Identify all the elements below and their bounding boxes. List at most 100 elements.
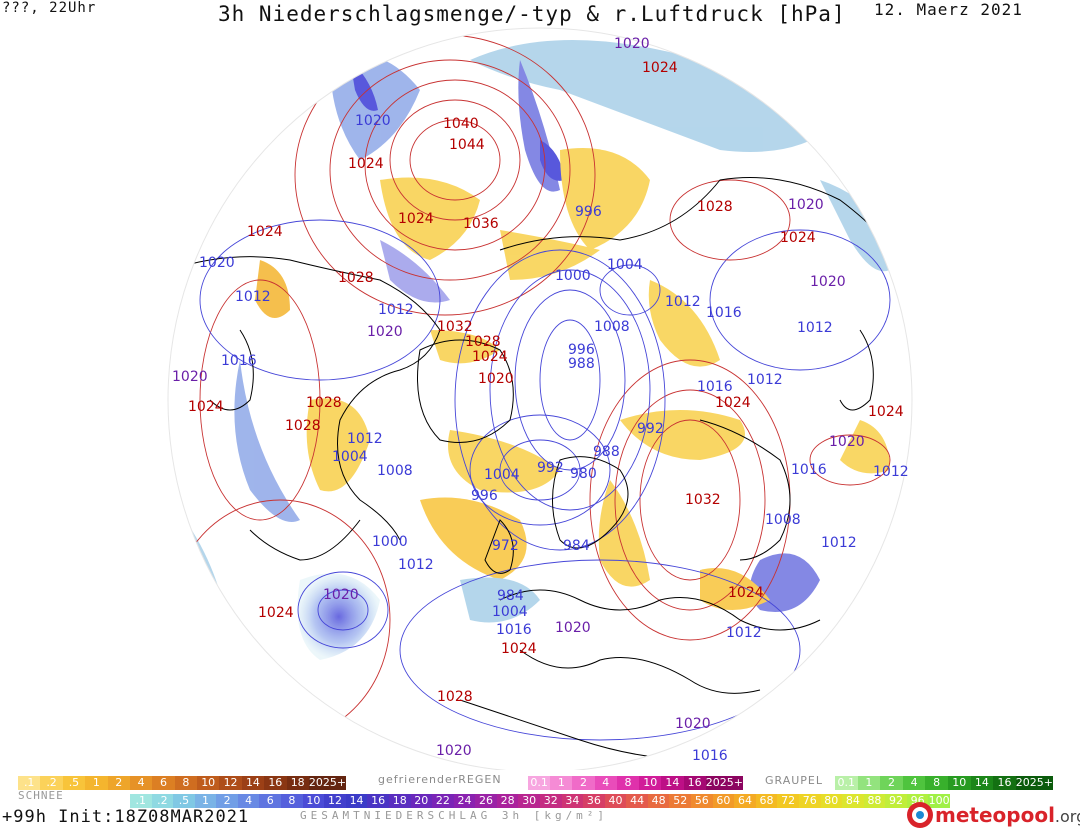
pressure-label: 1032 — [437, 319, 473, 335]
legend-swatch: 4 — [594, 776, 617, 790]
run-info: +99h Init:18Z08MAR2021 — [2, 807, 250, 827]
forecast-map: 1020 1024 1020 1040 1044 1024 1024 1036 … — [167, 27, 913, 770]
pressure-label: 1024 — [868, 404, 904, 420]
legend-swatch: 0.1 — [528, 776, 551, 790]
legend-swatch: 2025+ — [308, 776, 347, 790]
pressure-label: 988 — [568, 356, 595, 372]
pressure-label: 1012 — [378, 302, 414, 318]
pressure-label: 1008 — [377, 463, 413, 479]
pressure-label: 1020 — [810, 274, 846, 290]
legend-swatch: .1 — [18, 776, 41, 790]
snow-legend-title: SCHNEE — [18, 789, 64, 802]
legend-swatch: 16 — [683, 776, 706, 790]
pressure-label: 1020 — [675, 716, 711, 732]
pressure-label: 1020 — [367, 324, 403, 340]
pressure-label: 1024 — [501, 641, 537, 657]
pressure-label: 1020 — [172, 369, 208, 385]
pressure-label: 1000 — [372, 534, 408, 550]
pressure-label: 1016 — [697, 379, 733, 395]
legend-swatch: 0.1 — [835, 776, 858, 790]
pressure-label: 1020 — [199, 255, 235, 271]
legend-swatch: 4 — [129, 776, 153, 790]
pressure-label: 1012 — [726, 625, 762, 641]
legend-swatch: 12 — [324, 794, 346, 808]
pressure-label: 988 — [593, 444, 620, 460]
legend-swatch: 60 — [712, 794, 735, 808]
pressure-label: 1020 — [323, 587, 359, 603]
legend-swatch: 14 — [345, 794, 368, 808]
pressure-label: 1016 — [221, 353, 257, 369]
pressure-label: 980 — [570, 466, 597, 482]
pressure-label: 1016 — [791, 462, 827, 478]
pressure-label: 1020 — [614, 36, 650, 52]
legend-swatch: 14 — [970, 776, 994, 790]
legend-swatch: 10 — [302, 794, 325, 808]
legend-swatch: 2025+ — [1015, 776, 1053, 790]
legend-swatch: 84 — [842, 794, 864, 808]
pressure-label: 1028 — [437, 689, 473, 705]
legend-swatch: .5 — [173, 794, 195, 808]
pressure-label: 1036 — [463, 216, 499, 232]
legend-swatch: .2 — [40, 776, 63, 790]
pressure-label: 984 — [563, 538, 590, 554]
legend-swatch: 8 — [925, 776, 948, 790]
pressure-label: 1024 — [247, 224, 283, 240]
legend-swatch: 16 — [993, 776, 1016, 790]
pressure-label: 1016 — [496, 622, 532, 638]
legend-swatch: 14 — [661, 776, 684, 790]
legend-swatch: 76 — [798, 794, 821, 808]
valid-date: 12. Maerz 2021 — [874, 0, 1023, 19]
legend-swatch: 48 — [647, 794, 670, 808]
legend-swatch: 68 — [755, 794, 778, 808]
pressure-label: 1012 — [398, 557, 434, 573]
pressure-label: 1008 — [594, 319, 630, 335]
legend-swatch: 10 — [639, 776, 662, 790]
legend-swatch: 64 — [734, 794, 756, 808]
pressure-label: 1028 — [306, 395, 342, 411]
pressure-label: 1020 — [478, 371, 514, 387]
freezing-rain-legend: 0.1 1 2 4 8 10 14 16 2025+ — [528, 776, 743, 790]
pressure-label: 1040 — [443, 116, 479, 132]
pressure-label: 1028 — [285, 418, 321, 434]
logo-text: meteopool.org — [935, 803, 1080, 827]
pressure-label: 1024 — [728, 585, 764, 601]
legend-swatch: 20 — [410, 794, 433, 808]
pressure-label: 1000 — [555, 268, 591, 284]
legend-swatch: 1 — [85, 776, 108, 790]
pressure-label: 1004 — [332, 449, 368, 465]
legend-swatch: 18 — [388, 794, 411, 808]
pressure-label: 1020 — [829, 434, 865, 450]
pressure-label: 1024 — [780, 230, 816, 246]
pressure-label: 1024 — [642, 60, 678, 76]
legend-swatch: 8 — [281, 794, 303, 808]
pressure-label: 1020 — [355, 113, 391, 129]
pressure-label: 1024 — [398, 211, 434, 227]
page-title: 3h Niederschlagsmenge/-typ & r.Luftdruck… — [218, 2, 846, 26]
pressure-label: 1008 — [765, 512, 801, 528]
legend-swatch: 6 — [152, 776, 175, 790]
pressure-label: 1024 — [715, 395, 751, 411]
legend-swatch: 22 — [432, 794, 454, 808]
legend-swatch: 16 — [264, 776, 287, 790]
pressure-label: 1012 — [873, 464, 909, 480]
legend-swatch: 56 — [691, 794, 713, 808]
legend-swatch: 88 — [863, 794, 886, 808]
legend-swatch: 4 — [237, 794, 260, 808]
legend-swatch: 10 — [197, 776, 220, 790]
pressure-label: 1024 — [188, 399, 224, 415]
freezing-rain-legend-title: gefrierenderREGEN — [378, 773, 502, 786]
legend-swatch: 2 — [572, 776, 595, 790]
legend-swatch: 1 — [194, 794, 217, 808]
legend-swatch: 1 — [550, 776, 573, 790]
graupel-legend-title: GRAUPEL — [765, 774, 824, 787]
legend-swatch: .2 — [151, 794, 174, 808]
legend-swatch: 40 — [604, 794, 627, 808]
pressure-label: 1028 — [338, 270, 374, 286]
pressure-label: 1012 — [235, 289, 271, 305]
pressure-label: 1016 — [706, 305, 742, 321]
meteopool-logo[interactable]: meteopool.org — [905, 800, 1080, 830]
legend-swatch: 44 — [626, 794, 648, 808]
legend-swatch: 14 — [241, 776, 265, 790]
legend-swatch: 30 — [518, 794, 540, 808]
legend-swatch: 1 — [857, 776, 881, 790]
